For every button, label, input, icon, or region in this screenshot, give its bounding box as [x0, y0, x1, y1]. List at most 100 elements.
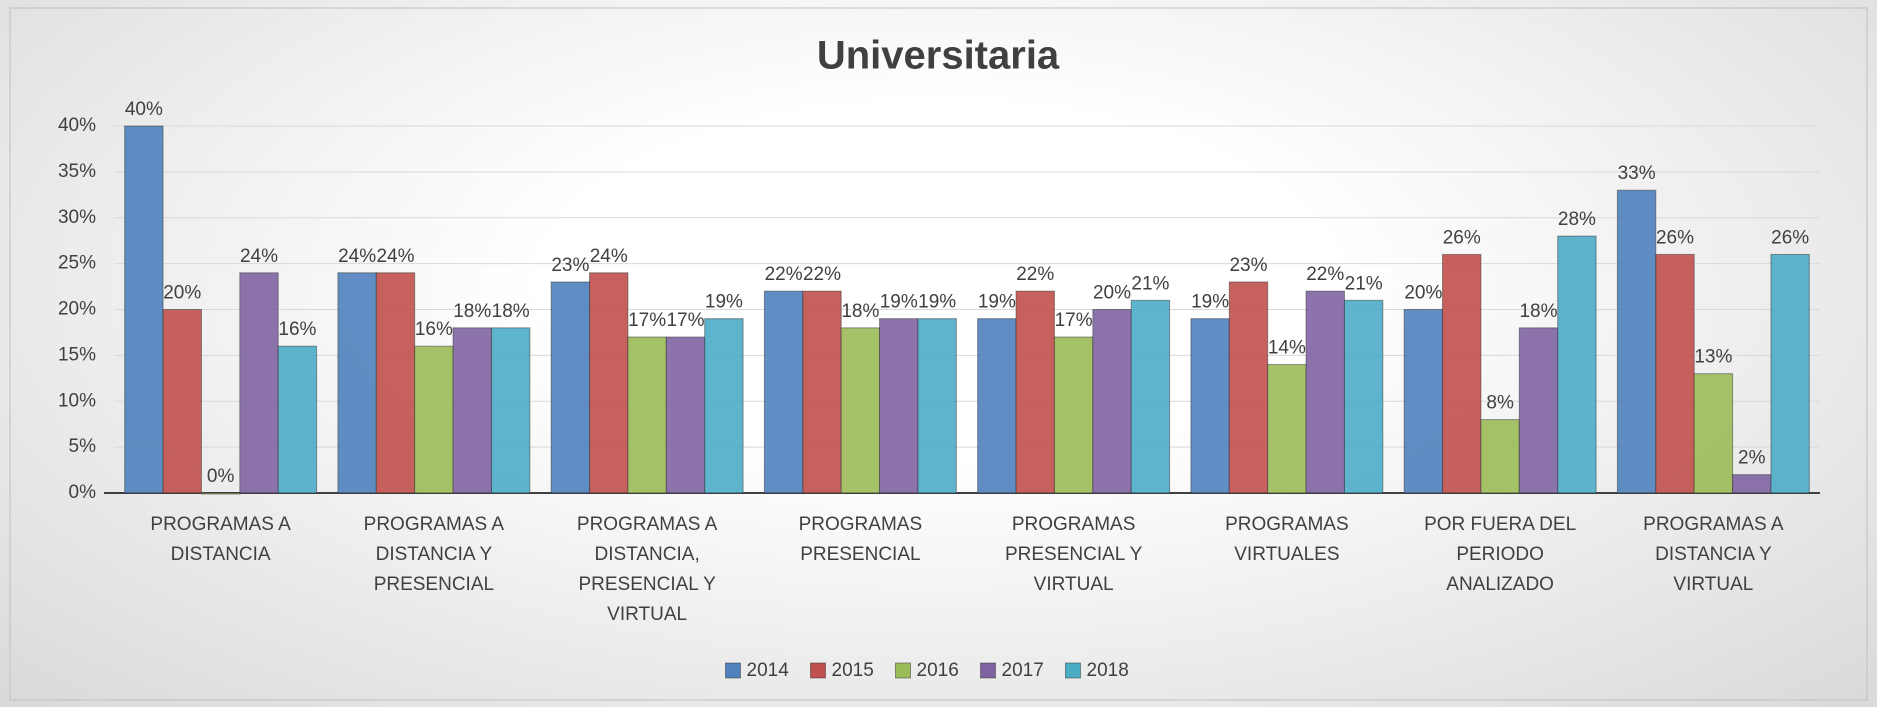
data-label: 24% — [376, 246, 414, 267]
bar — [1015, 290, 1055, 494]
bar — [1616, 189, 1657, 494]
data-label: 24% — [338, 246, 376, 267]
legend-label: 2018 — [1087, 660, 1129, 681]
bar — [977, 318, 1017, 494]
bar — [665, 336, 706, 494]
bar — [375, 272, 416, 494]
x-tick-label: PROGRAMAS A DISTANCIA Y VIRTUAL — [1643, 514, 1784, 595]
x-tick-label: PROGRAMAS A DISTANCIA — [150, 514, 291, 565]
data-label: 19% — [705, 292, 743, 313]
data-label: 17% — [628, 310, 666, 331]
data-label: 22% — [803, 264, 841, 285]
data-label: 26% — [1443, 227, 1481, 248]
bar — [1655, 253, 1695, 494]
x-tick-label: POR FUERA DEL PERIODO ANALIZADO — [1424, 514, 1577, 595]
y-tick-label: 40% — [58, 115, 96, 136]
frame — [9, 7, 1868, 701]
data-label: 22% — [1306, 264, 1344, 285]
legend-swatch — [725, 662, 741, 679]
bar — [802, 290, 842, 494]
bar — [550, 281, 591, 494]
bar — [1343, 299, 1384, 494]
y-tick-label: 15% — [58, 344, 96, 365]
data-label: 20% — [1093, 283, 1131, 304]
data-label: 24% — [240, 246, 278, 267]
legend-label: 2016 — [917, 660, 959, 681]
data-label: 19% — [978, 292, 1016, 313]
bar — [337, 272, 377, 494]
bar — [1305, 290, 1345, 494]
data-label: 18% — [841, 301, 879, 322]
bar — [917, 318, 957, 494]
data-label: 22% — [1016, 264, 1054, 285]
data-label: 13% — [1694, 347, 1732, 368]
bar — [1693, 373, 1734, 494]
data-label: 23% — [551, 255, 589, 276]
x-tick-label: PROGRAMAS PRESENCIAL Y VIRTUAL — [1004, 514, 1143, 595]
bar — [704, 318, 744, 494]
y-tick-label: 20% — [58, 299, 96, 320]
bar — [589, 272, 629, 494]
y-tick-label: 25% — [58, 253, 96, 274]
data-label: 18% — [492, 301, 530, 322]
data-label: 23% — [1229, 255, 1267, 276]
y-tick-label: 5% — [69, 436, 97, 457]
x-tick-label: PROGRAMAS A DISTANCIA, PRESENCIAL Y VIRT… — [576, 514, 718, 625]
data-label: 2% — [1738, 448, 1766, 469]
data-label: 17% — [666, 310, 704, 331]
bar — [1092, 309, 1132, 494]
bar — [1053, 336, 1094, 494]
bar — [627, 336, 667, 494]
data-label: 24% — [590, 246, 628, 267]
data-label: 21% — [1345, 273, 1383, 294]
bar — [1480, 419, 1520, 494]
data-label: 0% — [207, 466, 235, 487]
bar — [1267, 364, 1307, 494]
data-label: 16% — [415, 319, 453, 340]
data-label: 19% — [1191, 292, 1229, 313]
legend-swatch — [895, 662, 911, 679]
bar — [277, 345, 318, 494]
bar — [162, 309, 202, 494]
legend-swatch — [980, 662, 996, 679]
data-label: 14% — [1268, 338, 1306, 359]
bar — [1557, 235, 1597, 494]
data-label: 20% — [163, 283, 201, 304]
bar — [1190, 318, 1230, 494]
bar — [1732, 474, 1772, 494]
bar — [840, 327, 881, 494]
data-label: 22% — [765, 264, 803, 285]
bar — [452, 327, 492, 494]
data-label: 26% — [1771, 227, 1809, 248]
x-tick-label: PROGRAMAS VIRTUALES — [1225, 514, 1349, 565]
bar — [763, 290, 804, 494]
data-label: 40% — [125, 99, 163, 120]
bar — [414, 345, 454, 494]
data-label: 21% — [1131, 273, 1169, 294]
bar — [239, 272, 279, 494]
bar — [1518, 327, 1559, 494]
data-label: 33% — [1618, 163, 1656, 184]
bar — [490, 327, 531, 494]
bar — [879, 318, 919, 494]
bar — [200, 492, 241, 495]
y-tick-label: 30% — [58, 207, 96, 228]
y-tick-label: 10% — [58, 390, 96, 411]
bar — [1403, 309, 1444, 494]
data-label: 28% — [1558, 209, 1596, 230]
data-label: 19% — [880, 292, 918, 313]
data-label: 17% — [1055, 310, 1093, 331]
x-tick-label: PROGRAMAS A DISTANCIA Y PRESENCIAL — [363, 514, 505, 595]
y-tick-label: 0% — [69, 482, 97, 503]
data-label: 26% — [1656, 227, 1694, 248]
legend-label: 2017 — [1002, 660, 1044, 681]
chart-title: Universitaria — [817, 34, 1060, 78]
bar — [1442, 253, 1482, 494]
bar — [1770, 253, 1810, 494]
x-tick-label: PROGRAMAS PRESENCIAL — [798, 514, 923, 565]
data-label: 18% — [453, 301, 491, 322]
legend-label: 2014 — [747, 660, 790, 681]
y-tick-label: 35% — [58, 161, 96, 182]
